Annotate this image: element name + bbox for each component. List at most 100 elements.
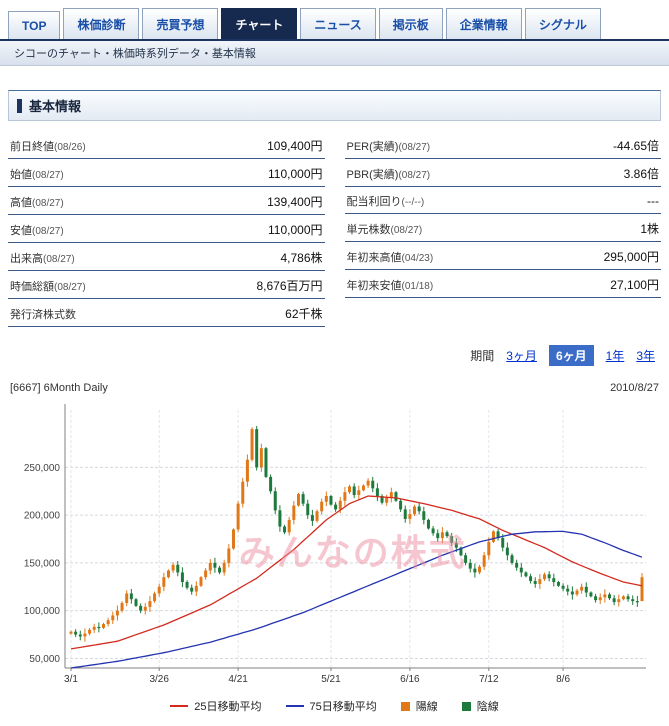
- svg-text:7/12: 7/12: [479, 674, 499, 685]
- info-date: (08/27): [398, 142, 431, 153]
- tab-company-info[interactable]: 企業情報: [445, 8, 522, 39]
- info-left-column: 前日終値(08/26) 109,400円 始値(08/27) 110,000円 …: [8, 131, 325, 327]
- tab-bar: TOP 株価診断 売買予想 チャート ニュース 掲示板 企業情報 シグナル: [0, 0, 669, 39]
- svg-text:3/26: 3/26: [149, 674, 169, 685]
- page-description: シコーのチャート・株価時系列データ・基本情報: [0, 39, 669, 66]
- info-date: (08/27): [54, 282, 86, 293]
- price-chart: 50,000 100,000 150,000 200,000 250,000 3/1 3/2…: [24, 404, 646, 685]
- info-value: 1株: [640, 222, 659, 236]
- chart-date: 2010/8/27: [610, 382, 659, 394]
- info-value: 110,000円: [268, 167, 323, 181]
- info-date: (08/27): [32, 226, 64, 237]
- tab-signal[interactable]: シグナル: [524, 8, 601, 39]
- info-label: 発行済株式数: [10, 309, 76, 321]
- info-value: 110,000円: [268, 223, 323, 237]
- info-label: 年初来高値(04/23): [346, 252, 434, 264]
- info-value: -44.65倍: [612, 139, 659, 153]
- row-shares-outstanding: 発行済株式数 62千株: [8, 299, 325, 327]
- row-per: PER(実績)(08/27) -44.65倍: [344, 131, 661, 159]
- info-value: 4,786株: [280, 251, 323, 265]
- chart-legend: 25日移動平均 75日移動平均 陽線 陰線: [0, 696, 669, 726]
- info-value: 295,000円: [603, 250, 659, 264]
- svg-text:200,000: 200,000: [24, 511, 61, 522]
- svg-text:100,000: 100,000: [24, 606, 61, 617]
- chart-header: [6667] 6Month Daily 2010/8/27: [10, 382, 659, 394]
- info-label: 前日終値(08/26): [10, 141, 86, 153]
- info-value: 8,676百万円: [256, 279, 323, 293]
- period-selector: 期間 3ヶ月 6ヶ月 1年 3年: [14, 345, 655, 366]
- svg-text:4/21: 4/21: [228, 674, 248, 685]
- chart-title: [6667] 6Month Daily: [10, 382, 108, 394]
- bearish-candle-swatch: [461, 701, 471, 711]
- svg-text:250,000: 250,000: [24, 463, 61, 474]
- legend-ma75: 75日移動平均: [285, 698, 377, 714]
- period-3m[interactable]: 3ヶ月: [506, 349, 537, 363]
- tab-chart[interactable]: チャート: [221, 8, 298, 39]
- info-date: (08/27): [43, 254, 75, 265]
- ma75-line-swatch: [285, 705, 304, 707]
- legend-bearish-candle: 陰線: [461, 698, 499, 714]
- info-label: 始値(08/27): [10, 169, 64, 181]
- period-3y[interactable]: 3年: [636, 349, 655, 363]
- row-open: 始値(08/27) 110,000円: [8, 159, 325, 187]
- info-date: (08/27): [32, 170, 64, 181]
- svg-text:50,000: 50,000: [29, 654, 60, 665]
- tab-stock-diagnosis[interactable]: 株価診断: [63, 8, 140, 39]
- info-date: (08/27): [398, 170, 431, 181]
- info-label: 単元株数(08/27): [346, 224, 423, 236]
- info-value: 27,100円: [610, 278, 659, 292]
- period-6m[interactable]: 6ヶ月: [548, 345, 594, 366]
- info-label: PER(実績)(08/27): [346, 141, 431, 153]
- period-label: 期間: [470, 349, 495, 363]
- tab-news[interactable]: ニュース: [300, 8, 376, 39]
- svg-text:6/16: 6/16: [400, 674, 420, 685]
- info-date: (01/18): [401, 281, 434, 292]
- row-dividend-yield: 配当利回り(--/--) ---: [344, 187, 661, 214]
- info-label: 出来高(08/27): [10, 253, 75, 265]
- row-market-cap: 時価総額(08/27) 8,676百万円: [8, 271, 325, 299]
- svg-text:5/21: 5/21: [321, 674, 341, 685]
- info-label: 時価総額(08/27): [10, 281, 86, 293]
- info-label: 高値(08/27): [10, 197, 64, 209]
- info-value: 62千株: [285, 307, 323, 321]
- info-date: (--/--): [401, 197, 425, 208]
- row-prev-close: 前日終値(08/26) 109,400円: [8, 131, 325, 159]
- legend-bullish-candle: 陽線: [400, 698, 438, 714]
- info-label: 配当利回り(--/--): [346, 196, 425, 208]
- info-label: 安値(08/27): [10, 225, 64, 237]
- info-date: (04/23): [401, 253, 434, 264]
- row-low: 安値(08/27) 110,000円: [8, 215, 325, 243]
- section-title: 基本情報: [29, 99, 82, 114]
- info-value: 3.86倍: [623, 167, 659, 181]
- section-header: 基本情報: [8, 90, 661, 121]
- bullish-candle-swatch: [400, 701, 410, 711]
- row-ytd-high: 年初来高値(04/23) 295,000円: [344, 242, 661, 270]
- info-date: (08/26): [54, 142, 86, 153]
- row-unit-shares: 単元株数(08/27) 1株: [344, 214, 661, 242]
- info-date: (08/27): [390, 225, 423, 236]
- tab-trade-forecast[interactable]: 売買予想: [142, 8, 219, 39]
- row-pbr: PBR(実績)(08/27) 3.86倍: [344, 159, 661, 187]
- tab-message-board[interactable]: 掲示板: [378, 8, 443, 39]
- tab-top[interactable]: TOP: [8, 11, 61, 39]
- period-1y[interactable]: 1年: [605, 349, 625, 363]
- row-high: 高値(08/27) 139,400円: [8, 187, 325, 215]
- row-volume: 出来高(08/27) 4,786株: [8, 243, 325, 271]
- info-date: (08/27): [32, 198, 64, 209]
- info-label: PBR(実績)(08/27): [346, 169, 431, 181]
- section-accent-bar: [17, 98, 22, 113]
- ma25-line-swatch: [170, 705, 189, 707]
- info-value: ---: [647, 194, 659, 208]
- basic-info-table: 前日終値(08/26) 109,400円 始値(08/27) 110,000円 …: [8, 131, 661, 327]
- info-value: 109,400円: [267, 139, 323, 153]
- svg-text:150,000: 150,000: [24, 558, 61, 569]
- legend-ma25: 25日移動平均: [170, 698, 262, 714]
- info-value: 139,400円: [267, 195, 323, 209]
- info-right-column: PER(実績)(08/27) -44.65倍 PBR(実績)(08/27) 3.…: [344, 131, 661, 298]
- chart-area: 50,000 100,000 150,000 200,000 250,000 3/1 3/2…: [0, 396, 669, 696]
- info-label: 年初来安値(01/18): [346, 280, 434, 292]
- svg-text:3/1: 3/1: [64, 674, 78, 685]
- svg-text:8/6: 8/6: [556, 674, 570, 685]
- row-ytd-low: 年初来安値(01/18) 27,100円: [344, 270, 661, 298]
